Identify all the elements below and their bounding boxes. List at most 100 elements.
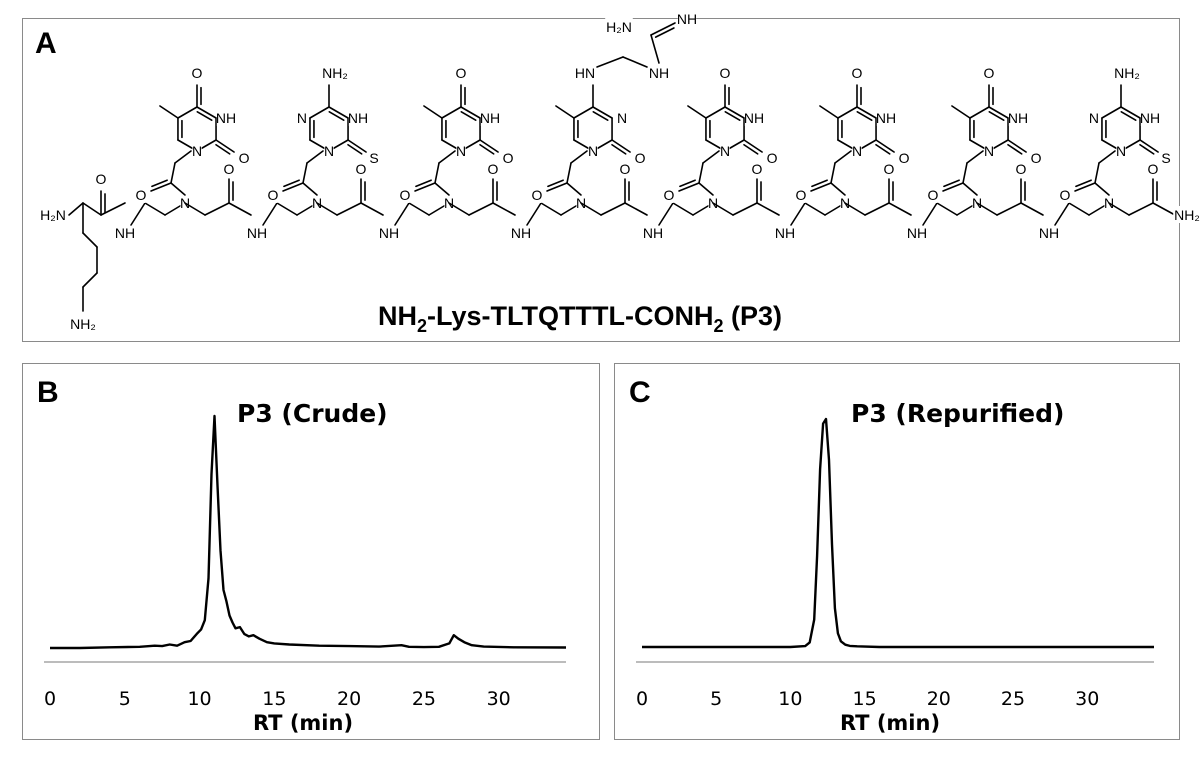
atom-label-bg [239,149,249,166]
nitrogen-atom: N [588,143,598,159]
acyl-bond [1094,182,1110,196]
caption-sub-1: 2 [417,316,427,336]
atom-label-bg [1116,142,1126,159]
atom-label-bg [1089,109,1099,126]
backbone-bond [408,202,430,216]
guanidine-double-bond [654,27,675,38]
x-axis-label: RT (min) [253,711,353,735]
acyl-bond [830,162,836,184]
atom-label-bg [617,109,627,126]
panel-b-label: B [37,376,59,409]
atom-label-bg [247,224,267,241]
ring-double-bond [1120,106,1141,119]
carbonyl [1007,139,1027,153]
amino-group: NH₂ [1114,65,1140,81]
lysine-bond [100,202,126,216]
backbone-bond [184,202,206,216]
atom-label-bg [456,142,466,159]
atom-label-bg [876,109,896,126]
backbone-bond [712,202,734,216]
backbone-bond [276,202,298,216]
atom-label-bg [984,142,994,159]
backbone-bond [336,202,362,216]
oxygen-atom: O [532,187,543,203]
ring-double-bond [988,110,1005,121]
ring-double-bond [592,106,613,119]
x-tick-label: 30 [487,688,511,710]
amino-group: H₂N [606,19,632,35]
atom-label-bg [268,186,278,203]
atom-label-bg [400,186,410,203]
structure-caption: NH2-Lys-TLTQTTTL-CONH2 (P3) [378,301,782,336]
acyl-carbonyl [546,182,568,192]
atom-label-bg [643,224,663,241]
x-tick-label: 20 [337,688,361,710]
atom-label-bg [321,64,349,81]
oxygen-atom: O [503,150,514,166]
oxygen-atom: O [796,187,807,203]
amide-nh: NH [643,225,663,241]
acyl-carbonyl [942,182,964,192]
atom-label-bg [216,109,236,126]
oxygen-atom: O [1060,187,1071,203]
oxygen-atom: O [720,65,731,81]
acyl-bond [698,182,714,196]
thione-bond [347,143,363,155]
acyl-bond [966,150,984,164]
nitrogen-atom: N [984,143,994,159]
backbone-bond [996,202,1022,216]
oxygen-atom: O [1031,150,1042,166]
carbonyl [611,143,627,155]
atom-label-bg [575,64,595,81]
ring-bond [573,106,594,119]
ring-double-bond [988,106,1009,119]
oxygen-atom: O [635,150,646,166]
caption-part-3: (P3) [723,301,782,331]
backbone-bond [1054,202,1070,226]
backbone-bond [316,202,338,216]
backbone-bond [804,202,826,216]
backbone-bond [1128,202,1154,216]
acyl-carbonyl [414,182,436,192]
amino-group: NH₂ [70,316,96,332]
ring-bond [309,106,330,119]
structure-diagram: OH₂NNH₂NHNOONONHONHNOONNH₂NHSNNHNOONONHO… [39,10,1200,332]
acyl-bond [1098,150,1116,164]
x-tick-label: 0 [44,688,56,710]
atom-label-bg [984,64,994,81]
atom-label-bg [115,224,135,241]
atom-label-bg [899,149,909,166]
thione-bond [347,139,367,153]
acyl-bond [834,150,852,164]
ring-bond [177,106,198,119]
carbonyl [479,139,499,153]
backbone-bond [658,202,674,226]
amide-nh: NH [1039,225,1059,241]
oxygen-atom: O [400,187,411,203]
guanidine-double-bond [650,22,676,36]
atom-label-bg [720,142,730,159]
nh-group: NH [744,110,764,126]
atom-label-bg [356,160,366,177]
acyl-carbonyl [547,179,564,188]
backbone-bond [130,202,146,226]
ring-bond [1101,106,1122,119]
nh-group: NH [216,110,236,126]
backbone-bond [262,202,278,226]
ring-double-bond [328,106,349,119]
nh-group: HN [575,65,595,81]
ring-double-bond [724,110,741,121]
carbonyl [215,139,235,153]
backbone-bond [976,202,998,216]
nh-group: NH [1008,110,1028,126]
backbone-bond [1108,202,1130,216]
atom-label-bg [369,149,379,166]
acyl-carbonyl [943,179,960,188]
backbone-bond [492,202,516,216]
atom-label-bg [480,109,500,126]
x-tick-label: 25 [412,688,436,710]
atom-label-bg [511,224,531,241]
sulfur-atom: S [369,150,378,166]
amide-nh: NH [115,225,135,241]
methyl-bond [159,105,179,119]
